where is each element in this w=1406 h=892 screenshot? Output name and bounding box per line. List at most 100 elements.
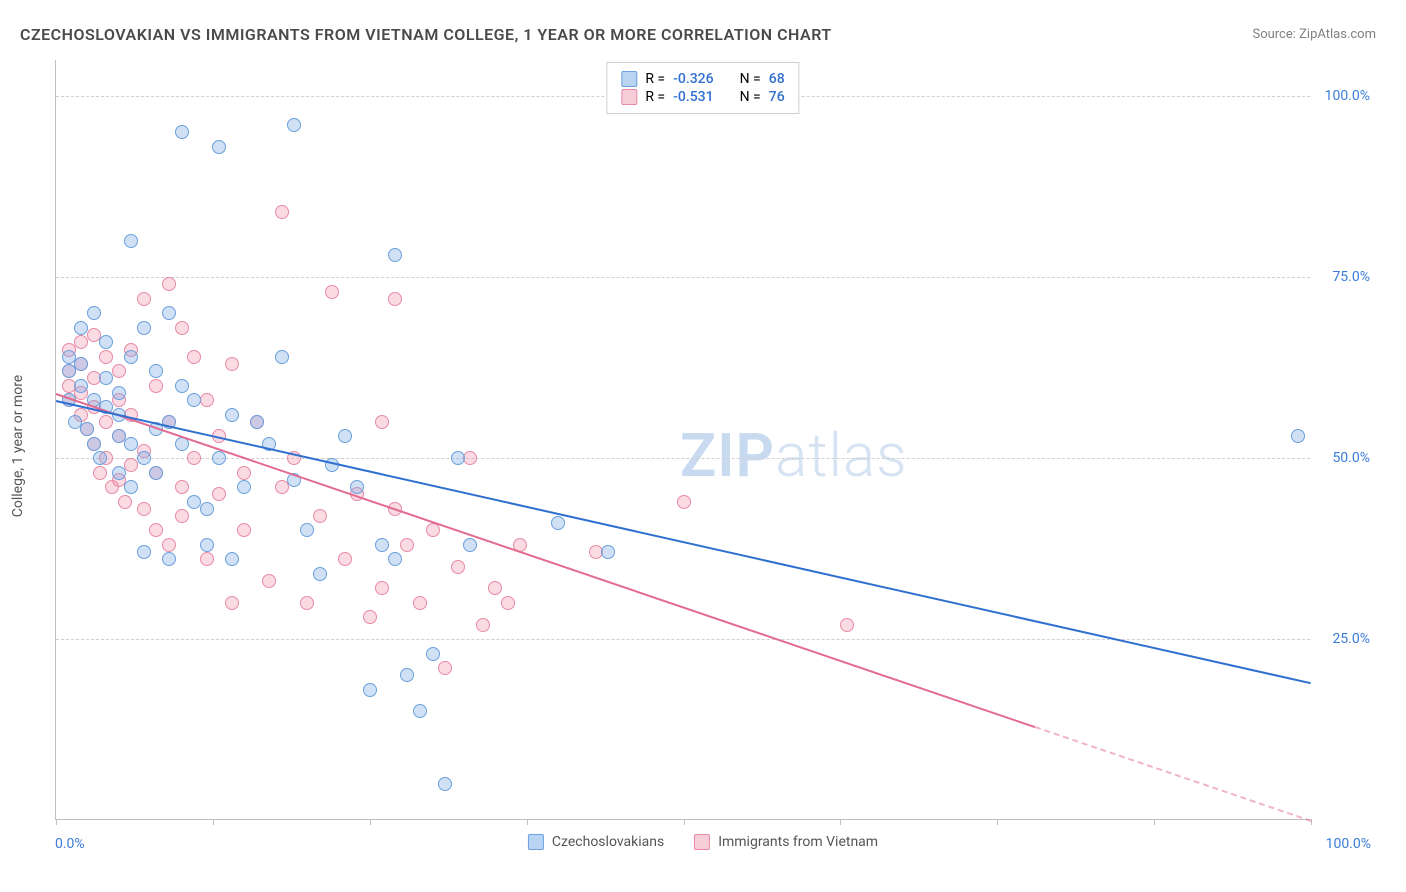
data-point	[137, 292, 151, 306]
x-tick-mark	[213, 819, 214, 825]
data-point	[124, 350, 138, 364]
series-b-label: Immigrants from Vietnam	[718, 834, 878, 850]
data-point	[463, 538, 477, 552]
data-point	[275, 205, 289, 219]
data-point	[438, 661, 452, 675]
stats-legend: R = -0.326 N = 68 R = -0.531 N = 76	[606, 62, 799, 114]
gridline	[56, 277, 1310, 278]
r-label: R =	[645, 89, 665, 105]
y-axis-label: College, 1 year or more	[10, 375, 26, 517]
data-point	[74, 335, 88, 349]
data-point	[87, 437, 101, 451]
data-point	[400, 668, 414, 682]
data-point	[149, 364, 163, 378]
data-point	[212, 487, 226, 501]
data-point	[388, 248, 402, 262]
data-point	[413, 704, 427, 718]
data-point	[225, 596, 239, 610]
x-tick-right: 100.0%	[1326, 836, 1371, 852]
data-point	[237, 466, 251, 480]
data-point	[175, 379, 189, 393]
data-point	[300, 596, 314, 610]
data-point	[80, 422, 94, 436]
data-point	[87, 306, 101, 320]
data-point	[451, 451, 465, 465]
data-point	[200, 538, 214, 552]
swatch-a-bottom	[528, 834, 544, 850]
n-value-b: 76	[769, 89, 785, 105]
y-tick-label: 50.0%	[1332, 450, 1370, 466]
data-point	[488, 581, 502, 595]
data-point	[338, 429, 352, 443]
x-tick-mark	[370, 819, 371, 825]
r-value-a: -0.326	[673, 71, 713, 87]
data-point	[287, 118, 301, 132]
data-point	[350, 480, 364, 494]
data-point	[99, 335, 113, 349]
data-point	[200, 502, 214, 516]
data-point	[124, 437, 138, 451]
data-point	[275, 350, 289, 364]
data-point	[124, 480, 138, 494]
data-point	[262, 574, 276, 588]
data-point	[175, 480, 189, 494]
data-point	[237, 480, 251, 494]
data-point	[225, 408, 239, 422]
data-point	[200, 393, 214, 407]
data-point	[93, 466, 107, 480]
data-point	[124, 458, 138, 472]
y-tick-label: 100.0%	[1325, 88, 1370, 104]
data-point	[162, 277, 176, 291]
x-tick-mark	[527, 819, 528, 825]
data-point	[162, 306, 176, 320]
data-point	[175, 321, 189, 335]
data-point	[325, 285, 339, 299]
swatch-b-bottom	[694, 834, 710, 850]
data-point	[451, 560, 465, 574]
data-point	[375, 538, 389, 552]
data-point	[99, 350, 113, 364]
source-label: Source: ZipAtlas.com	[1252, 27, 1376, 42]
data-point	[118, 495, 132, 509]
data-point	[112, 386, 126, 400]
data-point	[149, 466, 163, 480]
data-point	[413, 596, 427, 610]
swatch-a	[621, 71, 637, 87]
legend-item-a: Czechoslovakians	[528, 834, 664, 850]
data-point	[175, 509, 189, 523]
data-point	[601, 545, 615, 559]
data-point	[463, 451, 477, 465]
series-legend: Czechoslovakians Immigrants from Vietnam	[528, 834, 878, 850]
data-point	[99, 415, 113, 429]
data-point	[501, 596, 515, 610]
data-point	[426, 523, 440, 537]
trend-line	[56, 400, 1311, 684]
data-point	[375, 581, 389, 595]
data-point	[74, 357, 88, 371]
data-point	[237, 523, 251, 537]
data-point	[225, 552, 239, 566]
stats-row-a: R = -0.326 N = 68	[621, 71, 784, 87]
data-point	[187, 393, 201, 407]
x-tick-mark	[56, 819, 57, 825]
series-a-label: Czechoslovakians	[552, 834, 664, 850]
data-point	[93, 451, 107, 465]
x-tick-mark	[997, 819, 998, 825]
data-point	[137, 451, 151, 465]
data-point	[388, 552, 402, 566]
data-point	[1291, 429, 1305, 443]
data-point	[137, 502, 151, 516]
data-point	[62, 364, 76, 378]
stats-row-b: R = -0.531 N = 76	[621, 89, 784, 105]
data-point	[149, 523, 163, 537]
n-label: N =	[740, 89, 761, 105]
data-point	[149, 379, 163, 393]
trend-line-dashed	[1035, 726, 1312, 822]
x-tick-left: 0.0%	[55, 836, 85, 852]
data-point	[338, 552, 352, 566]
x-tick-mark	[684, 819, 685, 825]
data-point	[162, 552, 176, 566]
data-point	[200, 552, 214, 566]
data-point	[426, 647, 440, 661]
data-point	[175, 125, 189, 139]
